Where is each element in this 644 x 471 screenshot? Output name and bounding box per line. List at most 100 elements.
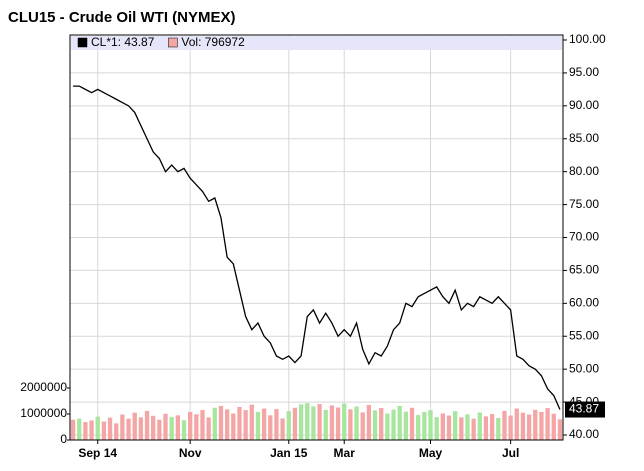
volume-bar bbox=[151, 415, 156, 440]
y-tick-label: 60.00 bbox=[569, 296, 599, 310]
volume-bar bbox=[557, 419, 563, 440]
volume-bar bbox=[459, 417, 464, 440]
y-tick-label: 80.00 bbox=[569, 164, 599, 178]
volume-bar bbox=[305, 403, 310, 440]
volume-bar bbox=[391, 409, 396, 440]
volume-bar bbox=[268, 415, 273, 440]
y-tick-label: 75.00 bbox=[569, 197, 599, 211]
volume-bar bbox=[255, 411, 261, 440]
y-tick-label: 95.00 bbox=[569, 65, 599, 79]
volume-bar bbox=[237, 406, 242, 440]
volume-bar bbox=[286, 411, 291, 440]
last-value-label: 43.87 bbox=[569, 402, 599, 416]
volume-bar bbox=[551, 413, 556, 440]
volume-bar bbox=[206, 417, 211, 440]
volume-bar bbox=[539, 411, 544, 440]
volume-bar bbox=[379, 408, 384, 440]
volume-bar bbox=[114, 423, 119, 440]
volume-bar bbox=[120, 414, 125, 440]
x-tick-label: Nov bbox=[179, 446, 202, 460]
volume-bar bbox=[329, 405, 335, 440]
volume-bar bbox=[181, 420, 187, 440]
volume-bar bbox=[212, 407, 217, 440]
volume-bar bbox=[477, 412, 482, 440]
volume-bar bbox=[95, 416, 100, 440]
volume-bar bbox=[335, 407, 341, 440]
chart-title: CLU15 - Crude Oil WTI (NYMEX) bbox=[8, 9, 236, 26]
volume-bar bbox=[403, 411, 409, 440]
volume-bar bbox=[372, 410, 378, 440]
x-tick-label: Sep 14 bbox=[78, 446, 117, 460]
volume-bar bbox=[101, 421, 107, 440]
volume-bar bbox=[280, 418, 285, 440]
volume-bar bbox=[89, 420, 94, 440]
y-tick-label: 65.00 bbox=[569, 263, 599, 277]
legend-band bbox=[71, 36, 562, 50]
y-tick-label: 40.00 bbox=[569, 427, 599, 441]
price-line bbox=[73, 85, 561, 410]
volume-bar bbox=[138, 417, 144, 440]
volume-bar bbox=[496, 417, 501, 440]
volume-bar bbox=[175, 415, 181, 440]
volume-bar bbox=[144, 410, 150, 440]
volume-bar bbox=[70, 419, 76, 440]
volume-bar bbox=[385, 413, 390, 440]
x-tick-label: Jan 15 bbox=[270, 446, 308, 460]
volume-bar bbox=[428, 410, 433, 440]
volume-bar bbox=[107, 417, 113, 440]
volume-bar bbox=[231, 413, 236, 440]
volume-bar bbox=[452, 411, 458, 440]
y2-tick-label: 1000000 bbox=[20, 406, 67, 420]
y2-tick-label: 0 bbox=[60, 432, 67, 446]
x-tick-label: May bbox=[419, 446, 443, 460]
volume-bar bbox=[218, 405, 224, 440]
volume-bar bbox=[323, 409, 328, 440]
last-value-box bbox=[565, 401, 605, 418]
volume-bar bbox=[261, 408, 267, 440]
volume-bar bbox=[508, 415, 513, 440]
volume-bar bbox=[200, 410, 205, 440]
volume-bar bbox=[157, 419, 162, 440]
volume-bar bbox=[489, 414, 495, 440]
volume-bar bbox=[446, 415, 452, 440]
plot-border bbox=[69, 34, 564, 441]
y-tick-label: 50.00 bbox=[569, 361, 599, 375]
volume-bar bbox=[83, 422, 88, 440]
y-tick-label: 90.00 bbox=[569, 98, 599, 112]
y2-tick-label: 2000000 bbox=[20, 380, 67, 394]
x-tick-label: Jul bbox=[502, 446, 519, 460]
volume-bar bbox=[397, 405, 402, 440]
volume-bar bbox=[169, 417, 174, 440]
volume-bar bbox=[422, 411, 427, 440]
volume-bar bbox=[298, 404, 304, 440]
volume-bar bbox=[243, 410, 248, 440]
volume-bar bbox=[224, 409, 230, 440]
volume-bar bbox=[514, 408, 519, 440]
volume-bar bbox=[366, 404, 372, 440]
volume-bar bbox=[132, 412, 137, 440]
volume-bar bbox=[163, 413, 168, 440]
volume-bar bbox=[502, 410, 507, 440]
volume-bar bbox=[465, 414, 470, 440]
volume-bar bbox=[348, 409, 353, 440]
volume-bar bbox=[409, 407, 415, 440]
volume-bar bbox=[533, 409, 538, 440]
volume-bar bbox=[311, 406, 316, 440]
x-tick-label: Mar bbox=[334, 446, 356, 460]
volume-bar bbox=[545, 408, 550, 440]
legend-swatch bbox=[77, 37, 88, 48]
legend-label: CL*1: 43.87 bbox=[91, 35, 155, 49]
y-tick-label: 70.00 bbox=[569, 230, 599, 244]
legend-label: Vol: 796972 bbox=[181, 35, 245, 49]
volume-bar bbox=[249, 404, 254, 440]
y-tick-label: 85.00 bbox=[569, 131, 599, 145]
volume-bar bbox=[520, 412, 526, 440]
volume-bar bbox=[126, 418, 131, 440]
volume-bar bbox=[274, 409, 279, 440]
volume-bar bbox=[317, 404, 322, 440]
volume-bar bbox=[77, 418, 82, 440]
volume-bar bbox=[440, 413, 445, 440]
volume-bar bbox=[471, 418, 476, 440]
volume-bar bbox=[194, 414, 199, 440]
